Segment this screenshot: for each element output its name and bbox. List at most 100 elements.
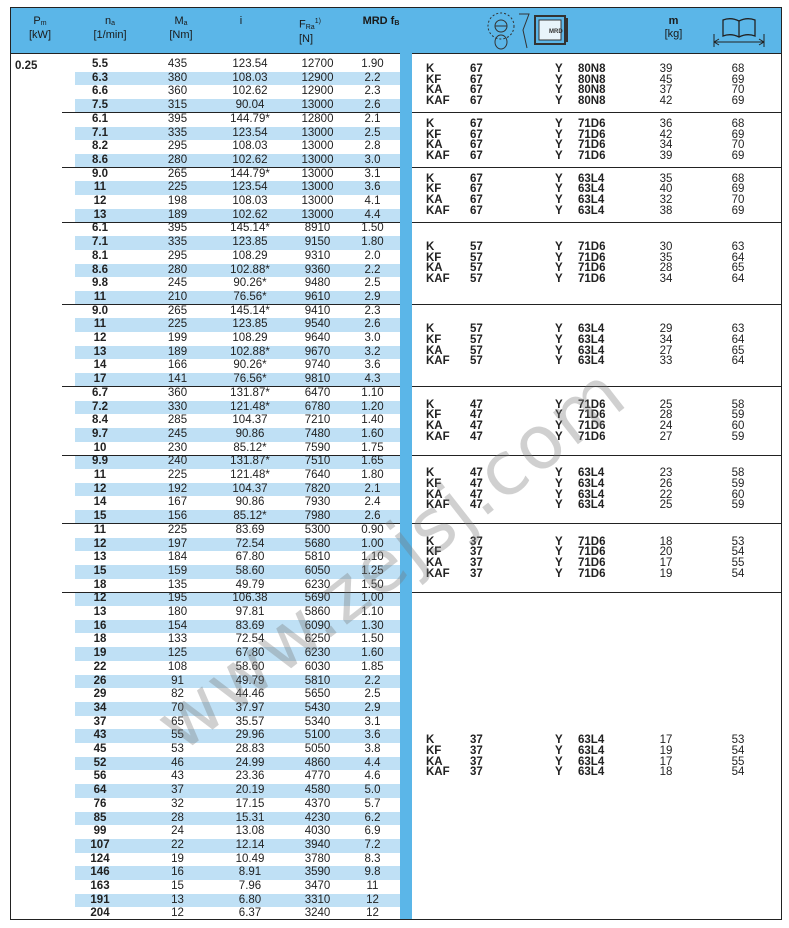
table-row: 7.5 315 90.04 13000 2.6: [75, 99, 400, 113]
group-divider: [412, 304, 782, 306]
gear-type: KA: [426, 344, 443, 357]
gear-size: 67: [470, 95, 483, 107]
ratio-cell: 85.12*: [233, 510, 267, 523]
output-speed-cell: 11: [93, 523, 107, 536]
group-divider: [62, 112, 400, 114]
group-divider: [412, 454, 782, 456]
group-divider: [62, 523, 400, 525]
motor-prefix: Y: [555, 488, 563, 501]
table-row: 17 141 76.56* 9810 4.3: [75, 373, 400, 387]
dimension-page: 63: [731, 241, 745, 254]
mass: 19: [659, 745, 673, 758]
output-torque-cell: 245: [167, 427, 188, 440]
output-speed-cell: 14: [93, 496, 107, 509]
output-speed-cell: 13: [93, 606, 107, 618]
mass: 18: [659, 766, 673, 779]
ratio-cell: 67.80: [235, 647, 265, 660]
motor-type: 71D6: [578, 567, 606, 580]
gearmotor-line: KF 47 Y 63L4 26 59: [412, 477, 782, 490]
dimension-page: 70: [731, 139, 745, 152]
table-row: 9.0 265 144.79* 13000 3.1: [75, 168, 400, 182]
dimension-page: 63: [731, 323, 745, 336]
mass: 39: [659, 63, 673, 76]
motor-prefix: Y: [555, 193, 563, 206]
service-factor-cell: 0.90: [361, 523, 384, 536]
service-factor-cell: 1.40: [361, 414, 384, 427]
output-torque-cell: 43: [171, 770, 184, 783]
ratio-cell: 44.46: [235, 688, 265, 701]
dimension-page: 70: [731, 193, 745, 206]
ratio-cell: 24.99: [235, 756, 265, 769]
output-speed-cell: 9.8: [92, 277, 108, 290]
motor-type: 63L4: [578, 204, 605, 217]
service-factor-cell: 11: [366, 880, 379, 892]
output-torque-cell: 91: [171, 674, 184, 687]
table-row: 12 197 72.54 5680 1.00: [75, 537, 400, 552]
output-torque-cell: 295: [167, 140, 188, 153]
output-speed-cell: 26: [93, 674, 107, 687]
overhung-load-cell: 4860: [304, 756, 331, 769]
overhung-load-cell: 13000: [301, 195, 334, 207]
output-torque-cell: 280: [167, 263, 188, 276]
motor-prefix: Y: [555, 477, 563, 490]
table-row: 37 65 35.57 5340 3.1: [75, 716, 400, 730]
service-factor-cell: 3.8: [364, 743, 381, 755]
gearmotor-group: K 57 Y 63L4 29 63 KF 57 Y 63L4 34 64 KA 57 Y 63L4 27 65 KA…: [412, 305, 782, 387]
motor-prefix: Y: [555, 204, 563, 217]
gear-type: K: [426, 734, 435, 747]
overhung-load-cell: 3310: [304, 893, 331, 906]
table-row: 9.9 240 131.87* 7510 1.65: [75, 455, 400, 469]
output-torque-cell: 32: [171, 797, 184, 810]
mass: 19: [659, 567, 673, 580]
output-speed-cell: 7.1: [92, 236, 108, 249]
dimension-page: 59: [731, 477, 745, 490]
mass: 24: [659, 420, 673, 433]
gear-type: K: [426, 63, 435, 76]
motor-prefix: Y: [555, 84, 563, 97]
output-torque-cell: 225: [167, 181, 188, 194]
dimension-page: 64: [731, 251, 745, 264]
output-speed-cell: 124: [90, 852, 110, 865]
motor-prefix: Y: [555, 755, 563, 768]
ratio-cell: 90.26*: [233, 359, 267, 372]
motor-type: 71D6: [578, 128, 606, 141]
motor-prefix: Y: [555, 323, 563, 336]
service-factor-cell: 2.2: [364, 263, 381, 276]
service-factor-cell: 6.2: [364, 811, 381, 824]
gearmotor-line: KA 67 Y 63L4 32 70: [412, 193, 782, 206]
overhung-load-cell: 6050: [304, 564, 331, 577]
gearmotor-line: KF 37 Y 71D6 20 54: [412, 547, 782, 558]
output-speed-cell: 12: [93, 332, 107, 344]
table-row: 146 16 8.91 3590 9.8: [75, 866, 400, 880]
service-factor-cell: 2.2: [364, 674, 381, 687]
output-speed-cell: 18: [93, 633, 107, 646]
service-factor-cell: 5.0: [364, 784, 381, 797]
service-factor-cell: 1.60: [361, 427, 384, 440]
gear-size: 37: [470, 546, 483, 559]
header-pm: Pm [kW]: [29, 15, 51, 41]
output-speed-cell: 13: [93, 208, 107, 221]
gearmotor-line: KAF 37 Y 71D6 19 54: [412, 567, 782, 580]
gear-type: KF: [426, 334, 442, 347]
overhung-load-cell: 3940: [304, 838, 331, 851]
table-row: 163 15 7.96 3470 11: [75, 880, 400, 894]
service-factor-cell: 4.4: [364, 208, 381, 221]
table-row: 52 46 24.99 4860 4.4: [75, 756, 400, 771]
ratio-cell: 90.86: [235, 427, 265, 440]
output-torque-cell: 16: [171, 866, 184, 879]
dimension-page: 54: [731, 567, 745, 580]
gear-size: 47: [470, 398, 483, 411]
output-speed-cell: 107: [90, 838, 110, 851]
overhung-load-cell: 9360: [304, 263, 331, 276]
gear-type: KA: [426, 139, 443, 152]
output-torque-cell: 395: [167, 112, 188, 125]
service-factor-cell: 4.4: [364, 756, 381, 769]
overhung-load-cell: 7210: [304, 414, 331, 427]
motor-prefix: Y: [555, 334, 563, 347]
service-factor-cell: 7.2: [364, 838, 381, 851]
table-row: 99 24 13.08 4030 6.9: [75, 825, 400, 839]
overhung-load-cell: 9150: [304, 236, 331, 249]
service-factor-cell: 1.50: [361, 222, 384, 235]
ratio-cell: 58.60: [235, 564, 265, 577]
gearmotor-line: K 47 Y 63L4 23 58: [412, 468, 782, 479]
